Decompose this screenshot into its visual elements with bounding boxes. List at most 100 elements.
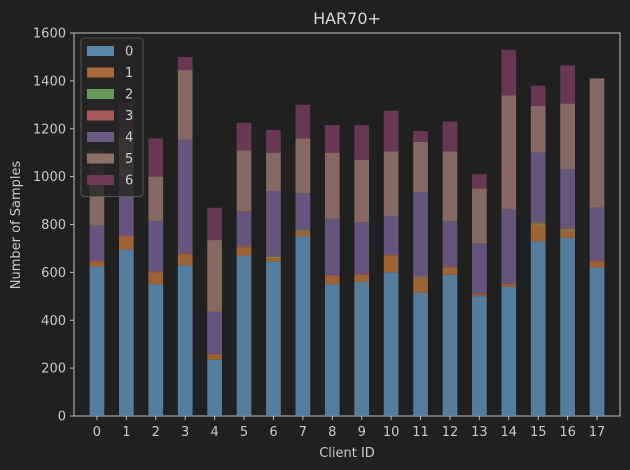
legend-swatch-6	[87, 175, 114, 185]
bar-segment-series-6-client-5	[236, 122, 252, 151]
bar-segment-series-2-client-15	[530, 223, 546, 225]
legend-swatch-5	[87, 153, 114, 164]
x-tick-label: 3	[181, 425, 189, 440]
x-tick-label: 4	[210, 425, 218, 440]
bar-segment-series-5-client-14	[501, 95, 517, 209]
bar-segment-series-4-client-12	[442, 220, 458, 267]
x-tick-label: 16	[559, 425, 576, 440]
bar-segment-series-0-client-14	[501, 286, 517, 416]
y-axis-title: Number of Samples	[9, 161, 24, 290]
bar-segment-series-1-client-10	[383, 255, 399, 273]
bar-segment-series-2-client-6	[266, 256, 281, 259]
bar-segment-series-3-client-9	[354, 273, 370, 275]
bar-segment-series-0-client-6	[266, 261, 281, 416]
bar-segment-series-6-client-11	[413, 131, 428, 142]
y-tick-label: 400	[41, 314, 66, 329]
x-tick-label: 17	[589, 425, 606, 440]
legend-swatch-1	[87, 67, 114, 78]
bar-segment-series-0-client-17	[589, 267, 605, 416]
bar-segment-series-5-client-13	[472, 188, 487, 244]
x-tick-label: 14	[501, 425, 518, 440]
bar-segment-series-0-client-5	[236, 255, 252, 416]
x-tick-label: 9	[358, 425, 366, 440]
bar-segment-series-6-client-8	[324, 125, 340, 153]
bar-segment-series-4-client-17	[589, 207, 605, 261]
x-tick-label: 12	[442, 425, 459, 440]
bar-segment-series-3-client-0	[89, 260, 105, 262]
bar-segment-series-6-client-2	[148, 138, 164, 177]
bar-segment-series-1-client-17	[589, 261, 605, 268]
bar-segment-series-1-client-1	[119, 236, 134, 250]
bar-segment-series-5-client-10	[383, 151, 399, 217]
bar-segment-series-4-client-8	[324, 218, 340, 275]
legend-swatch-4	[87, 132, 114, 142]
bar-segment-series-4-client-13	[472, 243, 487, 294]
bar-segment-series-3-client-15	[530, 222, 546, 224]
bar-segment-series-6-client-3	[177, 56, 193, 71]
bar-segment-series-6-client-4	[207, 207, 222, 241]
bar-segment-series-1-client-7	[295, 231, 311, 237]
bar-segment-series-1-client-3	[177, 254, 193, 266]
x-tick-label: 7	[299, 425, 307, 440]
bar-segment-series-6-client-7	[295, 104, 311, 139]
bar-segment-series-3-client-11	[413, 275, 428, 278]
bar-segment-series-4-client-15	[530, 152, 546, 223]
y-tick-label: 600	[41, 266, 66, 281]
bar-segment-series-4-client-9	[354, 222, 370, 274]
y-tick-label: 200	[41, 362, 66, 377]
bar-segment-series-3-client-13	[472, 293, 487, 296]
x-tick-label: 15	[530, 425, 547, 440]
bar-segment-series-4-client-16	[560, 169, 575, 229]
bar-segment-series-3-client-2	[148, 271, 164, 273]
legend-swatch-2	[87, 89, 114, 99]
bar-segment-series-4-client-14	[501, 208, 517, 284]
bar-segment-series-1-client-9	[354, 274, 370, 282]
bar-segment-series-0-client-0	[89, 266, 105, 416]
legend-label-6: 6	[125, 174, 133, 189]
bar-segment-series-3-client-4	[207, 353, 222, 355]
bar-segment-series-6-client-6	[266, 129, 281, 153]
bar-segment-series-0-client-16	[560, 237, 575, 416]
x-tick-label: 6	[269, 425, 277, 440]
bar-segment-series-2-client-11	[413, 277, 428, 279]
bar-segment-series-0-client-4	[207, 359, 222, 416]
x-tick-label: 10	[383, 425, 400, 440]
y-tick-label: 1600	[33, 27, 66, 42]
x-tick-label: 2	[152, 425, 160, 440]
y-tick-label: 1000	[33, 170, 66, 185]
legend-label-0: 0	[125, 45, 133, 60]
bar-segment-series-5-client-8	[324, 152, 340, 219]
legend-label-4: 4	[125, 131, 133, 146]
bar-segment-series-5-client-15	[530, 106, 546, 153]
bar-segment-series-3-client-6	[266, 255, 281, 257]
bar-segment-series-4-client-4	[207, 311, 222, 354]
bar-segment-series-6-client-14	[501, 49, 517, 96]
bar-segment-series-1-client-2	[148, 272, 164, 285]
legend-label-5: 5	[125, 152, 133, 167]
bar-segment-series-6-client-10	[383, 110, 399, 152]
bar-segment-series-5-client-5	[236, 150, 252, 212]
bar-segment-series-5-client-7	[295, 138, 311, 194]
bar-segment-series-4-client-10	[383, 216, 399, 255]
bar-segment-series-3-client-7	[295, 229, 311, 231]
bar-segment-series-5-client-6	[266, 152, 281, 191]
bar-segment-series-4-client-5	[236, 211, 252, 247]
y-tick-label: 1400	[33, 74, 66, 89]
x-tick-label: 11	[412, 425, 429, 440]
bar-segment-series-6-client-16	[560, 65, 575, 104]
bar-segment-series-5-client-9	[354, 159, 370, 223]
bar-segment-series-5-client-2	[148, 176, 164, 221]
legend: 0 1 2 3 4 5 6	[80, 37, 144, 197]
bar-segment-series-5-client-11	[413, 141, 428, 193]
bar-segment-series-3-client-14	[501, 283, 517, 285]
bar-segment-series-6-client-13	[472, 174, 487, 189]
bar-segment-series-1-client-6	[266, 258, 281, 262]
bar-segment-series-5-client-17	[589, 78, 605, 208]
x-axis-title: Client ID	[319, 446, 375, 461]
bar-segment-series-0-client-10	[383, 272, 399, 416]
bar-segment-series-6-client-12	[442, 121, 458, 152]
x-tick-label: 8	[328, 425, 336, 440]
x-tick-label: 1	[122, 425, 130, 440]
bar-segment-series-5-client-12	[442, 151, 458, 221]
